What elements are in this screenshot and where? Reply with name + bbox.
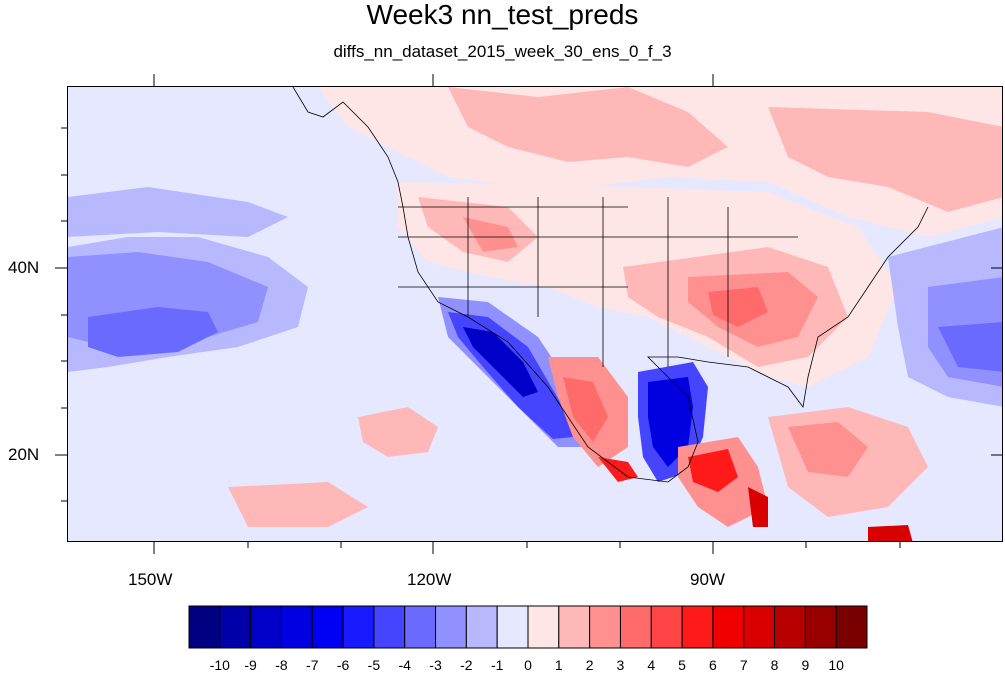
pale-blue-north-pacific [68,187,288,237]
colorbar-label: -7 [306,657,319,673]
colorbar-swatch [188,605,221,649]
colorbar-label: 7 [739,657,748,673]
colorbar-swatch [250,605,282,649]
colorbar-label: -2 [460,657,473,673]
colorbar-swatches [188,605,868,649]
light-red-canada [448,87,728,167]
deep-blue-gulf-california [463,327,538,397]
colorbar-label: 3 [616,657,625,673]
mid-red-montana [463,217,518,252]
colorbar-swatch [342,605,375,649]
colorbar-swatch [619,605,652,649]
deep-red-central-america [688,449,738,492]
colorbar-label: 5 [678,657,686,673]
colorbar-swatch [373,605,406,649]
light-red-south-pacific [228,482,368,527]
colorbar-swatch [465,605,498,649]
colorbar-label: -3 [429,657,442,673]
colorbar-swatch [804,605,837,649]
strong-blue-pacific-core [88,307,218,357]
y-tick-label: 40N [8,258,40,277]
map-panel [67,86,1003,542]
colorbar-label: -5 [367,657,381,673]
colorbar-label: -9 [244,657,257,673]
colorbar-label: 8 [770,657,779,673]
colorbar-label: -1 [490,657,504,673]
colorbar-label: 0 [524,657,532,673]
x-tick-label: 150W [128,570,173,589]
colorbar-swatch [558,605,591,649]
colorbar-swatch [404,605,437,649]
colorbar-label: 10 [828,657,844,673]
strong-red-tennessee [708,287,768,327]
colorbar-swatch [650,605,683,649]
colorbar-label: -6 [336,657,350,673]
colorbar-swatch [435,605,467,649]
deep-red-south-edge [868,525,913,541]
colorbar-swatch [712,605,745,649]
colorbar-swatch [743,605,776,649]
deep-blue-gulf-mexico [648,377,693,467]
strong-red-mexico [563,377,608,442]
colorbar-label: -8 [275,657,288,673]
y-tick-label: 20N [8,445,40,464]
colorbar-swatch [835,605,868,649]
deep-red-panama [748,487,768,527]
colorbar-swatch [496,605,529,649]
mid-red-caribbean [788,422,868,477]
colorbar-swatch [527,605,560,649]
colorbar-label: 6 [709,657,717,673]
colorbar-swatch [589,605,621,649]
colorbar-swatch [774,605,806,649]
strong-blue-atlantic [938,322,1002,372]
colorbar-label: 4 [647,657,656,673]
colorbar-label: -4 [398,657,411,673]
colorbar-label: 1 [554,657,563,673]
x-tick-label: 120W [407,570,452,589]
colorbar-swatch [219,605,252,649]
colorbar-label: 9 [801,657,810,673]
light-red-east-canada [768,107,1002,212]
light-red-tropical-pacific [358,407,438,457]
plot-title: Week3 nn_test_preds [366,0,639,30]
colorbar-label: 2 [585,657,594,673]
colorbar [188,605,868,654]
colorbar-label: -10 [209,657,230,673]
colorbar-swatch [311,605,344,649]
difference-field-map [68,87,1002,541]
coastline-outline [292,87,929,483]
colorbar-swatch [681,605,714,649]
plot-subtitle: diffs_nn_dataset_2015_week_30_ens_0_f_3 [333,42,672,61]
colorbar-swatch [280,605,313,649]
x-tick-label: 90W [690,570,725,589]
